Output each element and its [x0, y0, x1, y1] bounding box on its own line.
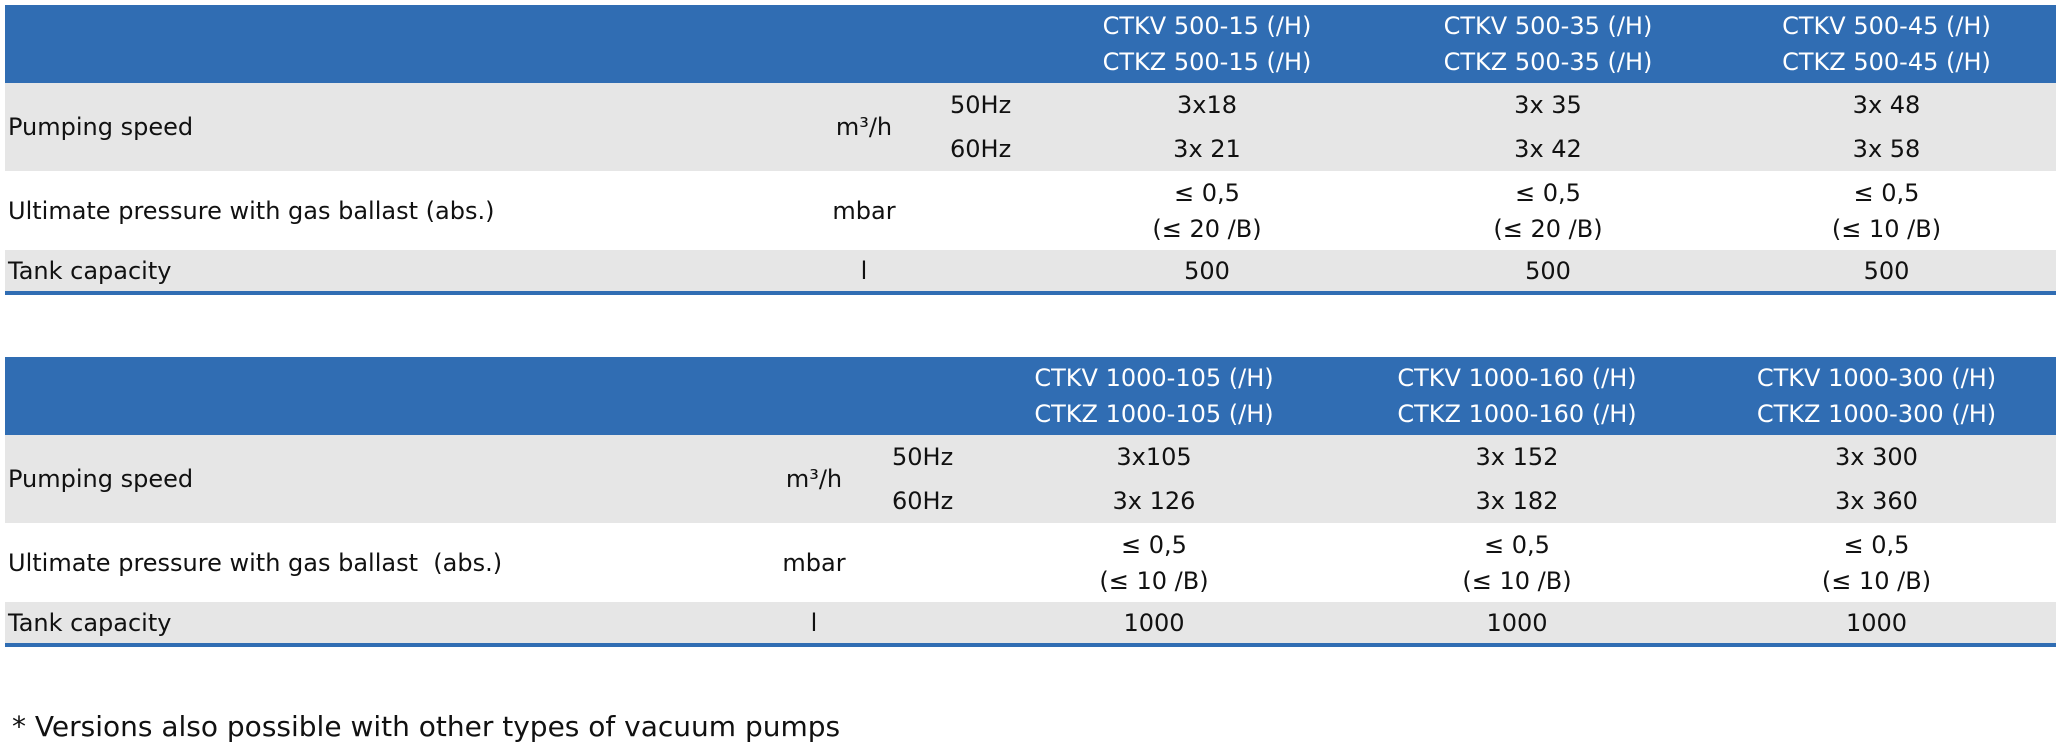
row-unit: m³/h [755, 435, 873, 523]
model-name: CTKV 1000-160 (/H) [1397, 364, 1637, 392]
value-cell: 3x 21 [1035, 127, 1379, 171]
header-cell: CTKV 500-15 (/H) CTKZ 500-15 (/H) [1035, 5, 1379, 83]
value-cell: 500 [1717, 250, 2056, 295]
value-cell: 1000 [971, 602, 1337, 647]
value-line: ≤ 0,5 [1843, 530, 1910, 559]
table-row: 60Hz 3x 126 3x 182 3x 360 [5, 479, 2056, 523]
value-cell: 3x 182 [1337, 479, 1697, 523]
value-line: (≤ 10 /B) [1831, 214, 1942, 243]
row-unit: mbar [782, 548, 846, 577]
spec-table: CTKV 500-15 (/H) CTKZ 500-15 (/H) CTKV 500… [5, 5, 2056, 295]
header-cell: CTKV 500-35 (/H) CTKZ 500-35 (/H) [1379, 5, 1717, 83]
frequency: 50Hz [873, 435, 971, 479]
empty-cell [923, 171, 1035, 250]
empty-cell [873, 523, 971, 602]
table-row: Pumping speed m³/h 50Hz 3x18 3x 35 3x 48 [5, 83, 2056, 171]
frequency: 60Hz [923, 127, 1035, 171]
value-line: ≤ 0,5 [1853, 178, 1920, 207]
value-cell: ≤ 0,5 (≤ 20 /B) [1035, 171, 1379, 250]
header-row: CTKV 1000-105 (/H) CTKZ 1000-105 (/H) CTKV… [5, 357, 2056, 435]
model-name: CTKV 500-35 (/H) [1443, 12, 1653, 40]
row-label: Ultimate pressure with gas ballast (abs.… [8, 548, 503, 577]
value-line: ≤ 0,5 [1174, 178, 1240, 207]
row-label: Ultimate pressure with gas ballast (abs.… [8, 196, 495, 225]
value-cell: 1000 [1697, 602, 2056, 647]
header-cell: CTKV 1000-160 (/H) CTKZ 1000-160 (/H) [1337, 357, 1697, 435]
spec-table: CTKV 1000-105 (/H) CTKZ 1000-105 (/H) CTKV… [5, 357, 2056, 647]
table-row: Ultimate pressure with gas ballast (abs.… [5, 523, 2056, 602]
frequency: 50Hz [923, 83, 1035, 127]
row-label: Pumping speed [5, 435, 755, 523]
value-cell: ≤ 0,5 (≤ 10 /B) [1697, 523, 2056, 602]
value-cell: ≤ 0,5 (≤ 10 /B) [1337, 523, 1697, 602]
value-cell: 3x 152 [1337, 435, 1697, 479]
footnote: * Versions also possible with other type… [12, 710, 841, 743]
value-line: ≤ 0,5 [1484, 530, 1550, 559]
model-name: CTKV 500-45 (/H) [1782, 12, 1991, 40]
model-name: CTKV 500-15 (/H) [1102, 12, 1312, 40]
model-name: CTKV 1000-300 (/H) [1756, 364, 1997, 392]
value-line: (≤ 20 /B) [1152, 214, 1262, 243]
value-line: (≤ 10 /B) [1099, 566, 1209, 595]
header-cell: CTKV 1000-105 (/H) CTKZ 1000-105 (/H) [971, 357, 1337, 435]
value-line: ≤ 0,5 [1121, 530, 1187, 559]
table-row: 60Hz 3x 21 3x 42 3x 58 [5, 127, 2056, 171]
table-row: Tank capacity l 1000 1000 1000 [5, 602, 2056, 647]
row-unit: l [805, 250, 923, 295]
header-cell: CTKV 500-45 (/H) CTKZ 500-45 (/H) [1717, 5, 2056, 83]
empty-cell [873, 602, 971, 647]
table-row: Pumping speed m³/h 50Hz 3x105 3x 152 3x 300 [5, 435, 2056, 523]
value-cell: 3x 35 [1379, 83, 1717, 127]
value-cell: 3x 42 [1379, 127, 1717, 171]
row-unit: mbar [832, 196, 896, 225]
value-cell: ≤ 0,5 (≤ 20 /B) [1379, 171, 1717, 250]
value-line: (≤ 10 /B) [1821, 566, 1932, 595]
model-name: CTKZ 500-35 (/H) [1443, 48, 1653, 76]
model-name: CTKZ 1000-105 (/H) [1034, 400, 1274, 428]
value-cell: 3x 48 [1717, 83, 2056, 127]
table-body: CTKV 500-15 (/H) CTKZ 500-15 (/H) CTKV 500… [5, 5, 2056, 295]
header-cell: CTKV 1000-300 (/H) CTKZ 1000-300 (/H) [1697, 357, 2056, 435]
value-line: (≤ 20 /B) [1493, 214, 1603, 243]
header-row: CTKV 500-15 (/H) CTKZ 500-15 (/H) CTKV 500… [5, 5, 2056, 83]
row-label: Tank capacity [5, 250, 805, 295]
table-body: CTKV 1000-105 (/H) CTKZ 1000-105 (/H) CTKV… [5, 357, 2056, 647]
empty-cell [923, 250, 1035, 295]
table-row: Ultimate pressure with gas ballast (abs.… [5, 171, 2056, 250]
value-cell: 3x 126 [971, 479, 1337, 523]
value-cell: ≤ 0,5 (≤ 10 /B) [1717, 171, 2056, 250]
value-line: ≤ 0,5 [1515, 178, 1581, 207]
header-spacer [5, 5, 1035, 83]
table-row: Tank capacity l 500 500 500 [5, 250, 2056, 295]
value-cell: 500 [1379, 250, 1717, 295]
model-name: CTKV 1000-105 (/H) [1034, 364, 1274, 392]
value-cell: 500 [1035, 250, 1379, 295]
value-cell: ≤ 0,5 (≤ 10 /B) [971, 523, 1337, 602]
value-cell: 3x 360 [1697, 479, 2056, 523]
row-unit: l [755, 602, 873, 647]
value-cell: 3x 58 [1717, 127, 2056, 171]
value-line: (≤ 10 /B) [1462, 566, 1572, 595]
frequency: 60Hz [873, 479, 971, 523]
model-name: CTKZ 500-15 (/H) [1102, 48, 1312, 76]
model-name: CTKZ 1000-160 (/H) [1397, 400, 1637, 428]
model-name: CTKZ 1000-300 (/H) [1756, 400, 1997, 428]
row-unit: m³/h [805, 83, 923, 171]
value-cell: 1000 [1337, 602, 1697, 647]
row-label: Tank capacity [5, 602, 755, 647]
model-name: CTKZ 500-45 (/H) [1782, 48, 1991, 76]
value-cell: 3x18 [1035, 83, 1379, 127]
value-cell: 3x105 [971, 435, 1337, 479]
value-cell: 3x 300 [1697, 435, 2056, 479]
row-label: Pumping speed [5, 83, 805, 171]
header-spacer [5, 357, 971, 435]
